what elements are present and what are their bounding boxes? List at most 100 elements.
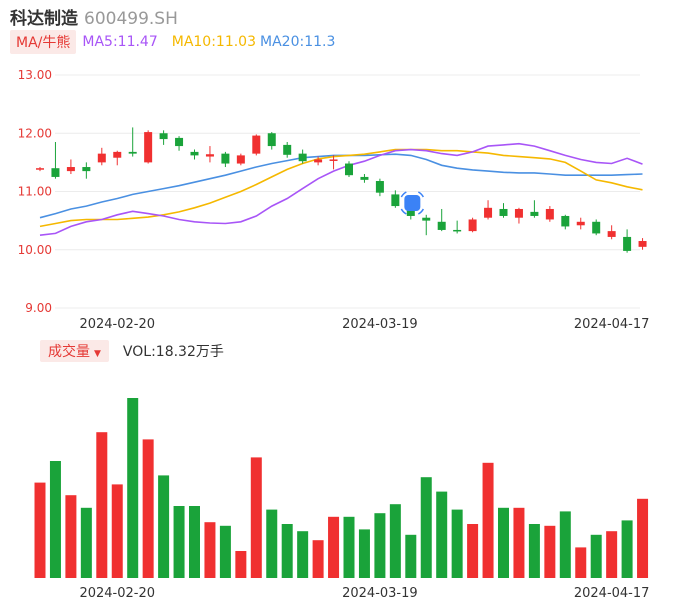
ma20-line [39, 153, 643, 219]
candle-body [190, 151, 199, 156]
volume-bar [544, 525, 556, 578]
candle-body [221, 153, 230, 164]
volume-bar [49, 461, 61, 578]
candle-body [638, 241, 647, 247]
volume-bar [250, 457, 262, 578]
volume-toggle-button[interactable]: 成交量 ▼ [40, 340, 109, 362]
candle-body [607, 231, 616, 237]
candle-body [175, 137, 184, 147]
candle [36, 167, 44, 172]
candle [422, 214, 431, 236]
candle-body [623, 236, 632, 251]
candle-body [66, 167, 75, 172]
candle [175, 136, 184, 151]
candle-body [97, 153, 106, 163]
volume-toggle-label: 成交量 [48, 344, 90, 360]
y-tick-label: 9.00 [25, 301, 52, 315]
volume-bar [297, 531, 309, 578]
caret-down-icon: ▼ [94, 349, 101, 359]
volume-bar [173, 506, 185, 578]
candle [514, 207, 523, 224]
candle [623, 229, 632, 253]
stock-name: 科达制造 [10, 9, 78, 29]
price-axis: 13.00 12.00 11.00 10.00 9.00 [18, 68, 52, 315]
volume-legend: 成交量 ▼ VOL:18.32万手 [40, 340, 224, 362]
x-axis: 2024-02-20 2024-03-19 2024-04-17 [79, 317, 649, 332]
candle-body [499, 208, 508, 216]
candle [97, 147, 106, 166]
y-tick-label: 13.00 [18, 68, 52, 82]
candle-body [592, 221, 601, 234]
ma-legend: MA/牛熊 MA5:11.47 MA10:11.03 MA20:11.3 [10, 30, 339, 54]
candle-body [468, 219, 477, 232]
volume-bar [405, 534, 417, 578]
volume-bar [590, 534, 602, 578]
price-grid [55, 74, 640, 309]
volume-bar [420, 477, 432, 578]
candle [545, 206, 554, 222]
candle [607, 225, 616, 240]
volume-bar [142, 439, 154, 578]
volume-bar [513, 507, 525, 578]
candle-body [345, 163, 353, 176]
candle [329, 155, 338, 170]
candle-body [375, 181, 384, 193]
volume-bar [65, 495, 77, 578]
candle [221, 151, 230, 168]
stock-code: 600499.SH [84, 9, 178, 29]
candle-body [561, 215, 570, 227]
candle-body [236, 155, 245, 164]
volume-bar [358, 529, 370, 578]
candle [82, 162, 91, 179]
candle [360, 174, 369, 183]
candle [51, 141, 60, 179]
candle-body [205, 154, 214, 157]
volume-x-tick-label: 2024-02-20 [79, 586, 155, 601]
volume-bar [235, 551, 247, 578]
stock-header: 科达制造 600499.SH [10, 4, 178, 29]
candle [437, 208, 446, 232]
candle-body [576, 221, 585, 226]
volume-x-tick-label: 2024-04-17 [574, 586, 650, 601]
candle-body [329, 159, 338, 161]
volume-bar [575, 547, 587, 578]
candle [345, 161, 353, 177]
candle [638, 238, 647, 250]
candle [561, 214, 570, 230]
volume-x-axis: 2024-02-20 2024-03-19 2024-04-17 [79, 586, 649, 601]
candles [36, 127, 647, 253]
volume-bar [482, 462, 494, 578]
candle [159, 130, 168, 145]
candle [468, 217, 477, 233]
candle-body [545, 208, 554, 220]
volume-bar [219, 525, 231, 578]
candle-body [437, 221, 446, 230]
candle [484, 200, 493, 220]
candle-body [453, 229, 462, 232]
volume-bar [80, 507, 92, 578]
candle [66, 159, 75, 175]
volume-bar [312, 540, 324, 578]
volume-value: VOL:18.32万手 [122, 344, 224, 360]
candle-body [530, 211, 539, 216]
candle [499, 203, 508, 218]
volume-bar [127, 398, 139, 578]
candle-body [391, 194, 400, 207]
volume-bar [158, 475, 170, 578]
volume-bar [266, 509, 278, 578]
volume-bars [34, 398, 649, 578]
volume-bar [606, 531, 618, 578]
candle-body [113, 151, 122, 158]
volume-bar [281, 524, 293, 578]
candle-body [51, 168, 60, 177]
candle [530, 200, 539, 218]
signal-ring [400, 191, 425, 215]
ma-toggle-button[interactable]: MA/牛熊 [10, 30, 77, 54]
candle-body [128, 151, 137, 154]
volume-bar [436, 491, 448, 578]
volume-bar [328, 516, 340, 578]
ma10-line [39, 148, 643, 228]
y-tick-label: 12.00 [18, 126, 52, 140]
volume-bar [528, 524, 540, 578]
volume-bar [451, 509, 463, 578]
